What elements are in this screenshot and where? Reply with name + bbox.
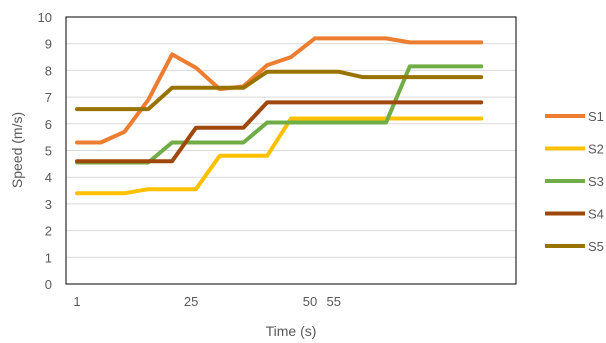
y-tick-label: 9 <box>45 37 52 52</box>
plot-area-border <box>65 16 517 285</box>
y-tick-label: 1 <box>45 250 52 265</box>
y-tick-label: 3 <box>45 197 52 212</box>
y-axis-ticks: 0 1 2 3 4 5 6 7 8 9 10 <box>38 10 52 292</box>
legend-label-s4: S4 <box>588 207 604 222</box>
y-axis-title: Speed (m/s) <box>9 112 25 188</box>
x-axis-title: Time (s) <box>266 323 317 339</box>
legend-label-s3: S3 <box>588 174 604 189</box>
legend-label-s2: S2 <box>588 142 604 157</box>
x-tick-label: 1 <box>73 294 80 309</box>
series-line-s2 <box>75 116 484 196</box>
series-line-s4 <box>75 100 484 164</box>
x-axis-ticks: 1 25 50 55 <box>73 294 341 309</box>
y-tick-label: 7 <box>45 90 52 105</box>
legend: S1 S2 S3 S4 S5 <box>545 109 604 254</box>
y-tick-label: 6 <box>45 117 52 132</box>
legend-label-s5: S5 <box>588 239 604 254</box>
series-line-s1 <box>75 36 484 145</box>
legend-label-s1: S1 <box>588 109 604 124</box>
y-tick-label: 4 <box>45 170 52 185</box>
x-tick-label: 55 <box>327 294 341 309</box>
series-lines <box>75 36 484 196</box>
series-line-s5 <box>75 69 484 112</box>
y-tick-label: 10 <box>38 10 52 25</box>
y-tick-label: 8 <box>45 63 52 78</box>
y-tick-label: 0 <box>45 277 52 292</box>
y-tick-label: 2 <box>45 224 52 239</box>
y-tick-label: 5 <box>45 144 52 159</box>
x-tick-label: 50 <box>303 294 317 309</box>
x-tick-label: 25 <box>184 294 198 309</box>
